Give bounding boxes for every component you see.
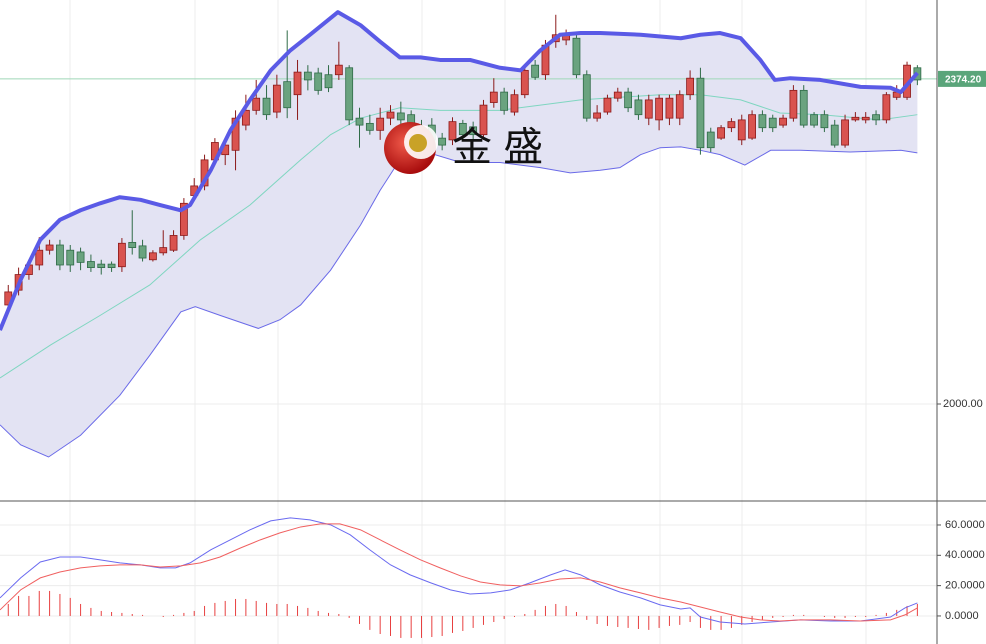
candle-body [882,94,891,121]
candle-body [283,81,292,109]
candle-body [45,244,54,251]
candle-body [138,245,147,259]
candle-body [696,77,705,149]
candle-body [107,263,116,268]
candle-body [479,104,488,136]
candle-body [768,117,777,129]
candle-body [262,97,271,116]
candle-body [314,72,323,91]
candle-body [365,122,374,131]
candle-body [355,117,364,126]
band-line [0,10,919,331]
candle-body [324,74,333,89]
candle-body [799,89,808,126]
candle-body [851,116,860,121]
candle-body [118,242,126,268]
candle-body [87,261,95,268]
candle-body [56,244,64,266]
candle-body [593,112,602,119]
watermark: 金 盛 [452,126,543,170]
candle-body [706,131,715,149]
candle-body [148,252,157,261]
candle-body [748,114,756,139]
band-area [0,12,918,457]
candle-body [520,69,529,96]
y-tick-label: 40.0000 [945,549,985,561]
candle-body [582,74,591,119]
candle-body [841,119,849,146]
candle-body [159,247,168,254]
candle-body [334,64,343,76]
candle-body [396,112,405,121]
candle-body [758,114,767,129]
candle-body [737,119,746,141]
candle-body [241,109,250,126]
candle-body [779,117,787,126]
candle-body [376,117,385,131]
candle-body [531,64,540,78]
y-tick-label: 2000.00 [943,398,983,410]
macd-line [0,517,918,625]
candle-body [789,89,798,119]
logo [384,122,438,174]
candle-body [303,71,312,81]
candle-body [717,127,725,139]
candle-body [500,91,509,111]
candle-body [448,121,457,141]
plot-layer: 2000.00 60.0000 40.0000 20.0000 0.0000 [0,10,985,638]
candle-body [686,77,694,96]
candle-body [438,137,447,146]
candle-body [872,114,880,121]
candle-body [66,249,75,266]
candle-body [128,241,137,249]
candle-body [345,67,354,121]
candle-body [655,97,664,121]
candle-body [613,91,622,99]
candle-body [76,251,85,263]
candle-body [179,202,188,236]
y-tick-label: 20.0000 [945,580,985,592]
candle-body [861,116,870,121]
candle-body [675,94,684,119]
y-tick-label: 60.0000 [945,519,985,531]
candle-body [469,126,478,136]
candle-body [810,114,818,126]
candle-body [231,117,240,151]
candle-body [489,91,498,103]
candle-body [624,91,633,109]
candle-body [727,121,736,129]
last-price-box [938,70,986,87]
candle-body [252,97,261,111]
candle-body [830,124,839,146]
candle-body [572,37,581,76]
candle-body [293,71,302,96]
candle-body [272,84,281,113]
band-line [0,94,918,379]
candle-body [510,94,519,113]
band-line [0,146,918,458]
macd-line [0,523,918,622]
candle-body [169,235,178,251]
candle-body [97,263,106,268]
candle-body [665,97,674,119]
candle-body [820,114,829,129]
candle-body [35,249,44,266]
last-price-label: 2374.20 [945,75,982,86]
y-tick-label: 0.0000 [945,610,979,622]
candle-body [458,122,467,136]
candle-body [634,99,643,116]
candle-body [386,111,395,119]
candle-body [644,99,653,119]
candle-body [603,97,612,113]
